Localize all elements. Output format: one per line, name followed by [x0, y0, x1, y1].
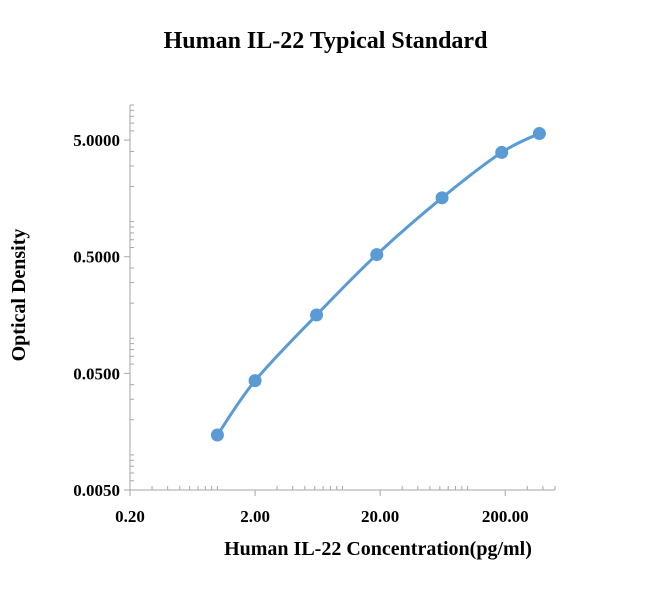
data-point: [210, 428, 224, 442]
x-tick-label: 200.00: [482, 507, 529, 526]
series: [210, 126, 546, 442]
tick-labels: 0.0050 0.0500 0.5000 5.0000 0.20 2.00 20.00 200…: [73, 131, 528, 526]
y-tick-label: 0.5000: [73, 248, 120, 267]
y-tick-label: 5.0000: [73, 131, 120, 150]
data-point: [435, 191, 449, 205]
chart-title: Human IL-22 Typical Standard: [163, 28, 488, 54]
y-tick-label: 0.0050: [73, 481, 120, 500]
data-point: [495, 145, 509, 159]
x-tick-label: 0.20: [115, 507, 145, 526]
y-axis-label: Optical Density: [8, 228, 30, 362]
data-point: [310, 308, 324, 322]
x-tick-label: 20.00: [361, 507, 399, 526]
axes: [124, 104, 556, 496]
series-line: [216, 132, 541, 436]
x-tick-label: 2.00: [240, 507, 270, 526]
x-axis-label: Human IL-22 Concentration(pg/ml): [224, 538, 532, 560]
y-tick-label: 0.0500: [73, 364, 120, 383]
data-point: [248, 374, 262, 388]
data-point: [532, 126, 546, 140]
data-point: [370, 248, 384, 262]
